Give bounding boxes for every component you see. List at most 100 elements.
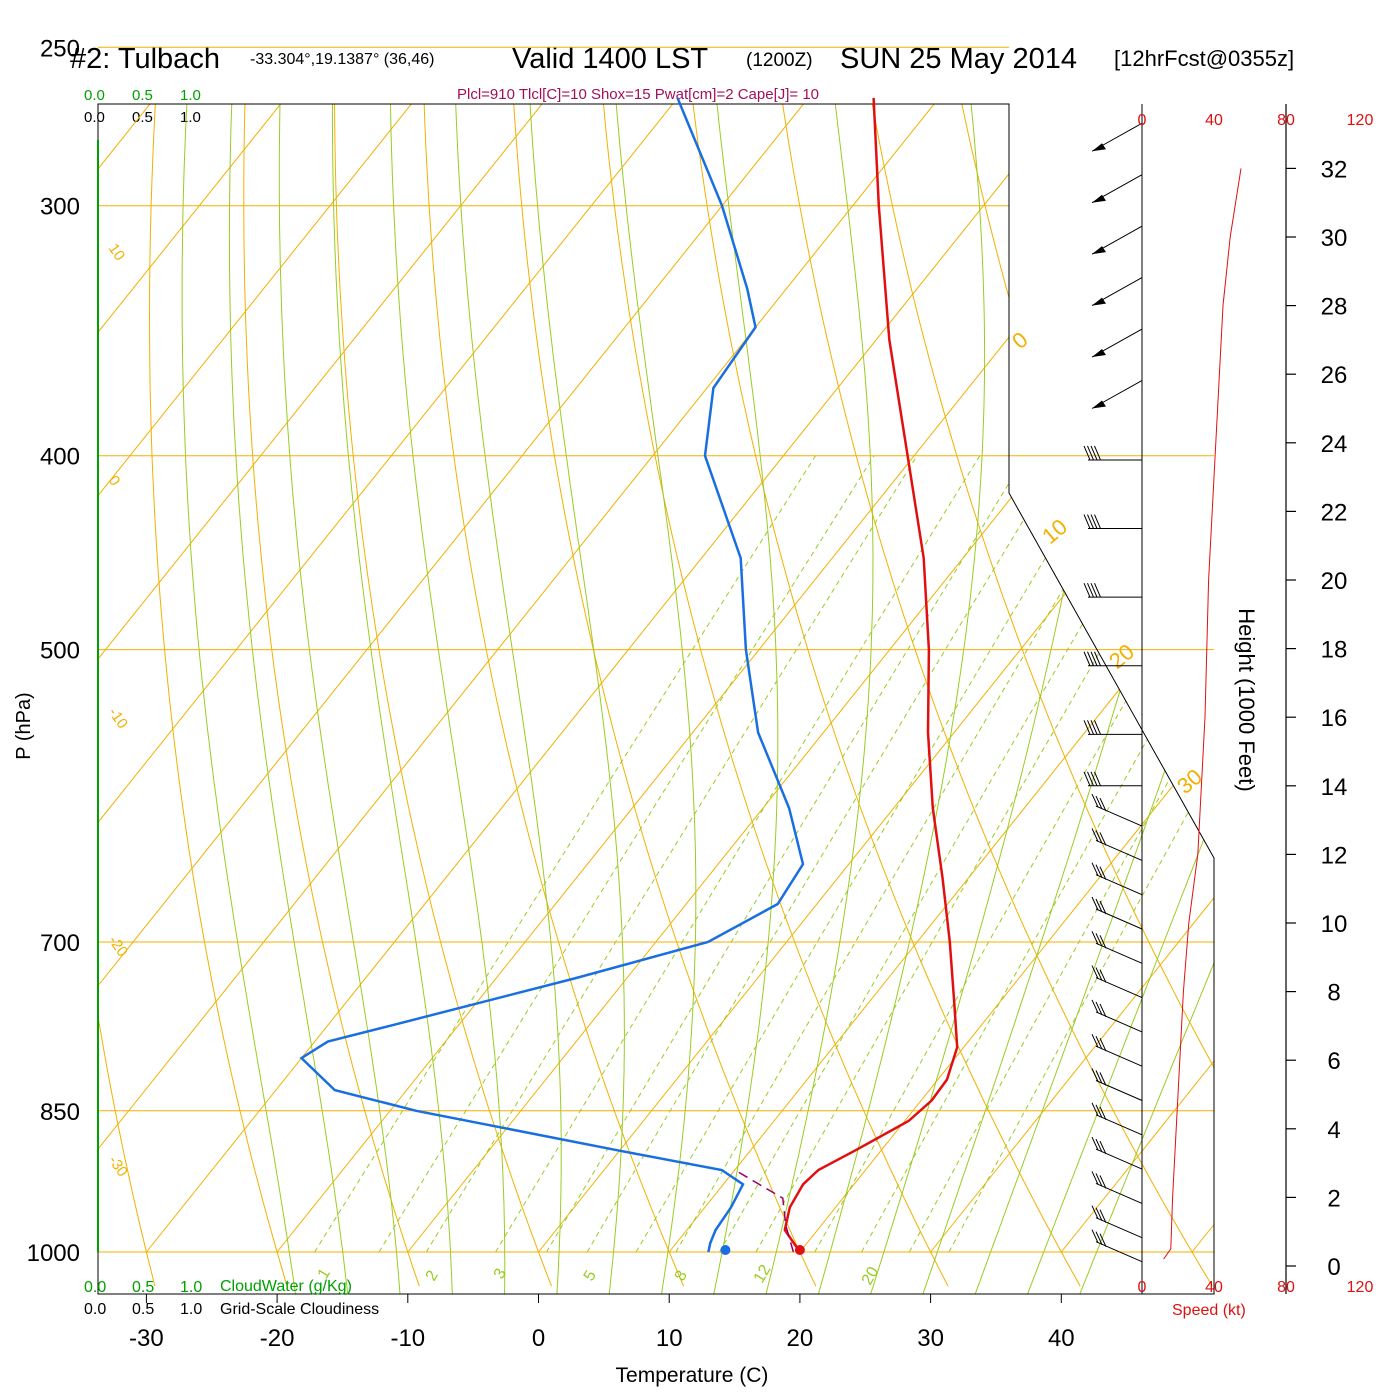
mixing-ratio-label: 5 [581,1268,600,1284]
mixing-ratio-label: 12 [751,1262,775,1286]
moist-adiabat-line [765,104,874,1294]
wind-barb [1091,1136,1143,1170]
top-cloudiness-scale: 0.0 0.5 1.0 [84,109,201,126]
pressure-tick-label: 700 [40,930,80,957]
dry-adiabat-line [508,104,817,1287]
mixing-ratio-line [719,455,1183,1253]
moist-adiabat-line [870,104,1118,1294]
bottom-cl-tick-2: 1.0 [180,1301,202,1318]
speed-tick-label-top: 40 [1205,112,1223,129]
dry-adiabat-label: 10 [1037,514,1072,549]
mixing-ratio-line [586,455,1063,1253]
height-tick-label: 18 [1321,637,1348,664]
isotherm-line [98,104,327,1253]
height-tick-label: 2 [1327,1185,1340,1212]
wind-barb [1091,793,1143,827]
wind-barb [1091,1033,1143,1067]
isotherm-label: -20 [105,933,131,961]
speed-tick-label-bottom: 80 [1277,1279,1295,1296]
wind-barb [1091,380,1143,409]
temperature-tick-label: -30 [129,1325,164,1352]
dry-adiabat-label: 0 [1007,327,1032,354]
temperature-tick-label: 10 [656,1325,683,1352]
x-axis-title: Temperature (C) [616,1364,769,1387]
wind-barb [1091,1171,1143,1204]
wind-barb [1091,965,1143,999]
wind-barb [1091,1205,1143,1239]
height-tick-label: 8 [1327,980,1340,1007]
moist-adiabat-line [228,104,349,1294]
wind-barb [1091,1102,1143,1136]
speed-tick-label-bottom: 120 [1347,1279,1374,1296]
moist-adiabat-line [181,104,296,1294]
moist-adiabat-line [611,104,697,1294]
moist-adiabat-line [389,104,506,1294]
valid-date: SUN 25 May 2014 [840,43,1077,75]
top-cl-tick-0: 0.0 [84,109,105,126]
wind-barb [1091,225,1143,255]
isotherm-label: -10 [105,705,131,733]
dry-adiabat-line [421,104,685,1287]
dry-adiabat-line [769,104,1213,1287]
dry-adiabat-line [856,104,1214,1287]
bottom-cl-tick-1: 0.5 [132,1301,154,1318]
bottom-cloudiness-scale: 0.0 0.5 1.0 Grid-Scale Cloudiness [84,1301,379,1318]
bottom-cw-tick-2: 1.0 [180,1279,202,1296]
zulu-time: (1200Z) [746,50,813,71]
cloudiness-label: Grid-Scale Cloudiness [220,1301,379,1318]
wind-barb [1083,445,1142,461]
mixing-ratio-line [675,455,1143,1253]
temperature-tick-label: 30 [917,1325,944,1352]
pressure-tick-label: 400 [40,444,80,471]
top-cloudwater-scale: 0.0 0.5 1.0 [84,87,201,104]
bottom-cl-tick-0: 0.0 [84,1301,106,1318]
pressure-tick-label: 500 [40,638,80,665]
isotherm-line [98,104,458,1253]
wind-barb [1091,896,1143,930]
top-cw-tick-1: 0.5 [132,87,153,104]
temperature-tick-label: 40 [1048,1325,1075,1352]
height-tick-label: 20 [1321,568,1348,595]
top-cw-tick-0: 0.0 [84,87,105,104]
dry-adiabat-line [595,104,949,1287]
wind-barb [1083,771,1142,787]
height-tick-label: 28 [1321,294,1348,321]
wind-barb [1091,1068,1143,1101]
wind-barb [1091,1229,1143,1263]
wind-barb [1083,720,1142,735]
station-coords: -33.304°,19.1387° (36,46) [250,51,434,68]
isotherm-line [1191,104,1214,1253]
wind-speed-line [1163,168,1242,1260]
station-title: #2: Tulbach [70,43,220,75]
temperature-tick-label: -20 [260,1325,295,1352]
height-tick-label: 14 [1321,774,1348,801]
wind-barb [1091,862,1143,896]
moist-adiabat-line [710,104,779,1294]
dry-adiabat-line [0,12,23,1286]
speed-tick-label-bottom: 40 [1205,1279,1223,1296]
dry-adiabat-line [98,104,156,1287]
valid-time: Valid 1400 LST [512,43,708,75]
height-tick-label: 10 [1321,911,1348,938]
height-tick-label: 6 [1327,1048,1340,1075]
mixing-ratio-line [755,455,1214,1253]
speed-tick-label-top: 120 [1347,112,1374,129]
moist-adiabat-line [1079,104,1214,1294]
height-tick-label: 12 [1321,842,1348,869]
wind-barb [1091,174,1143,204]
bottom-cw-tick-0: 0.0 [84,1279,106,1296]
dry-adiabat-line [333,104,552,1287]
dewpoint-profile-line [299,97,805,1253]
mixing-ratio-label: 8 [672,1268,691,1284]
top-cl-tick-1: 0.5 [132,109,153,126]
background-lines [0,12,1214,1294]
isotherm-label: -30 [105,1153,131,1181]
bottom-cloudwater-scale: 0.0 0.5 1.0 CloudWater (g/Kg) [84,1278,352,1296]
dry-adiabat-line [1204,104,1214,1287]
surface-dewpoint-dot [720,1245,731,1255]
plot-frame [97,103,1215,1295]
isotherm-label: 0 [105,473,124,490]
height-tick-label: 32 [1321,156,1348,183]
